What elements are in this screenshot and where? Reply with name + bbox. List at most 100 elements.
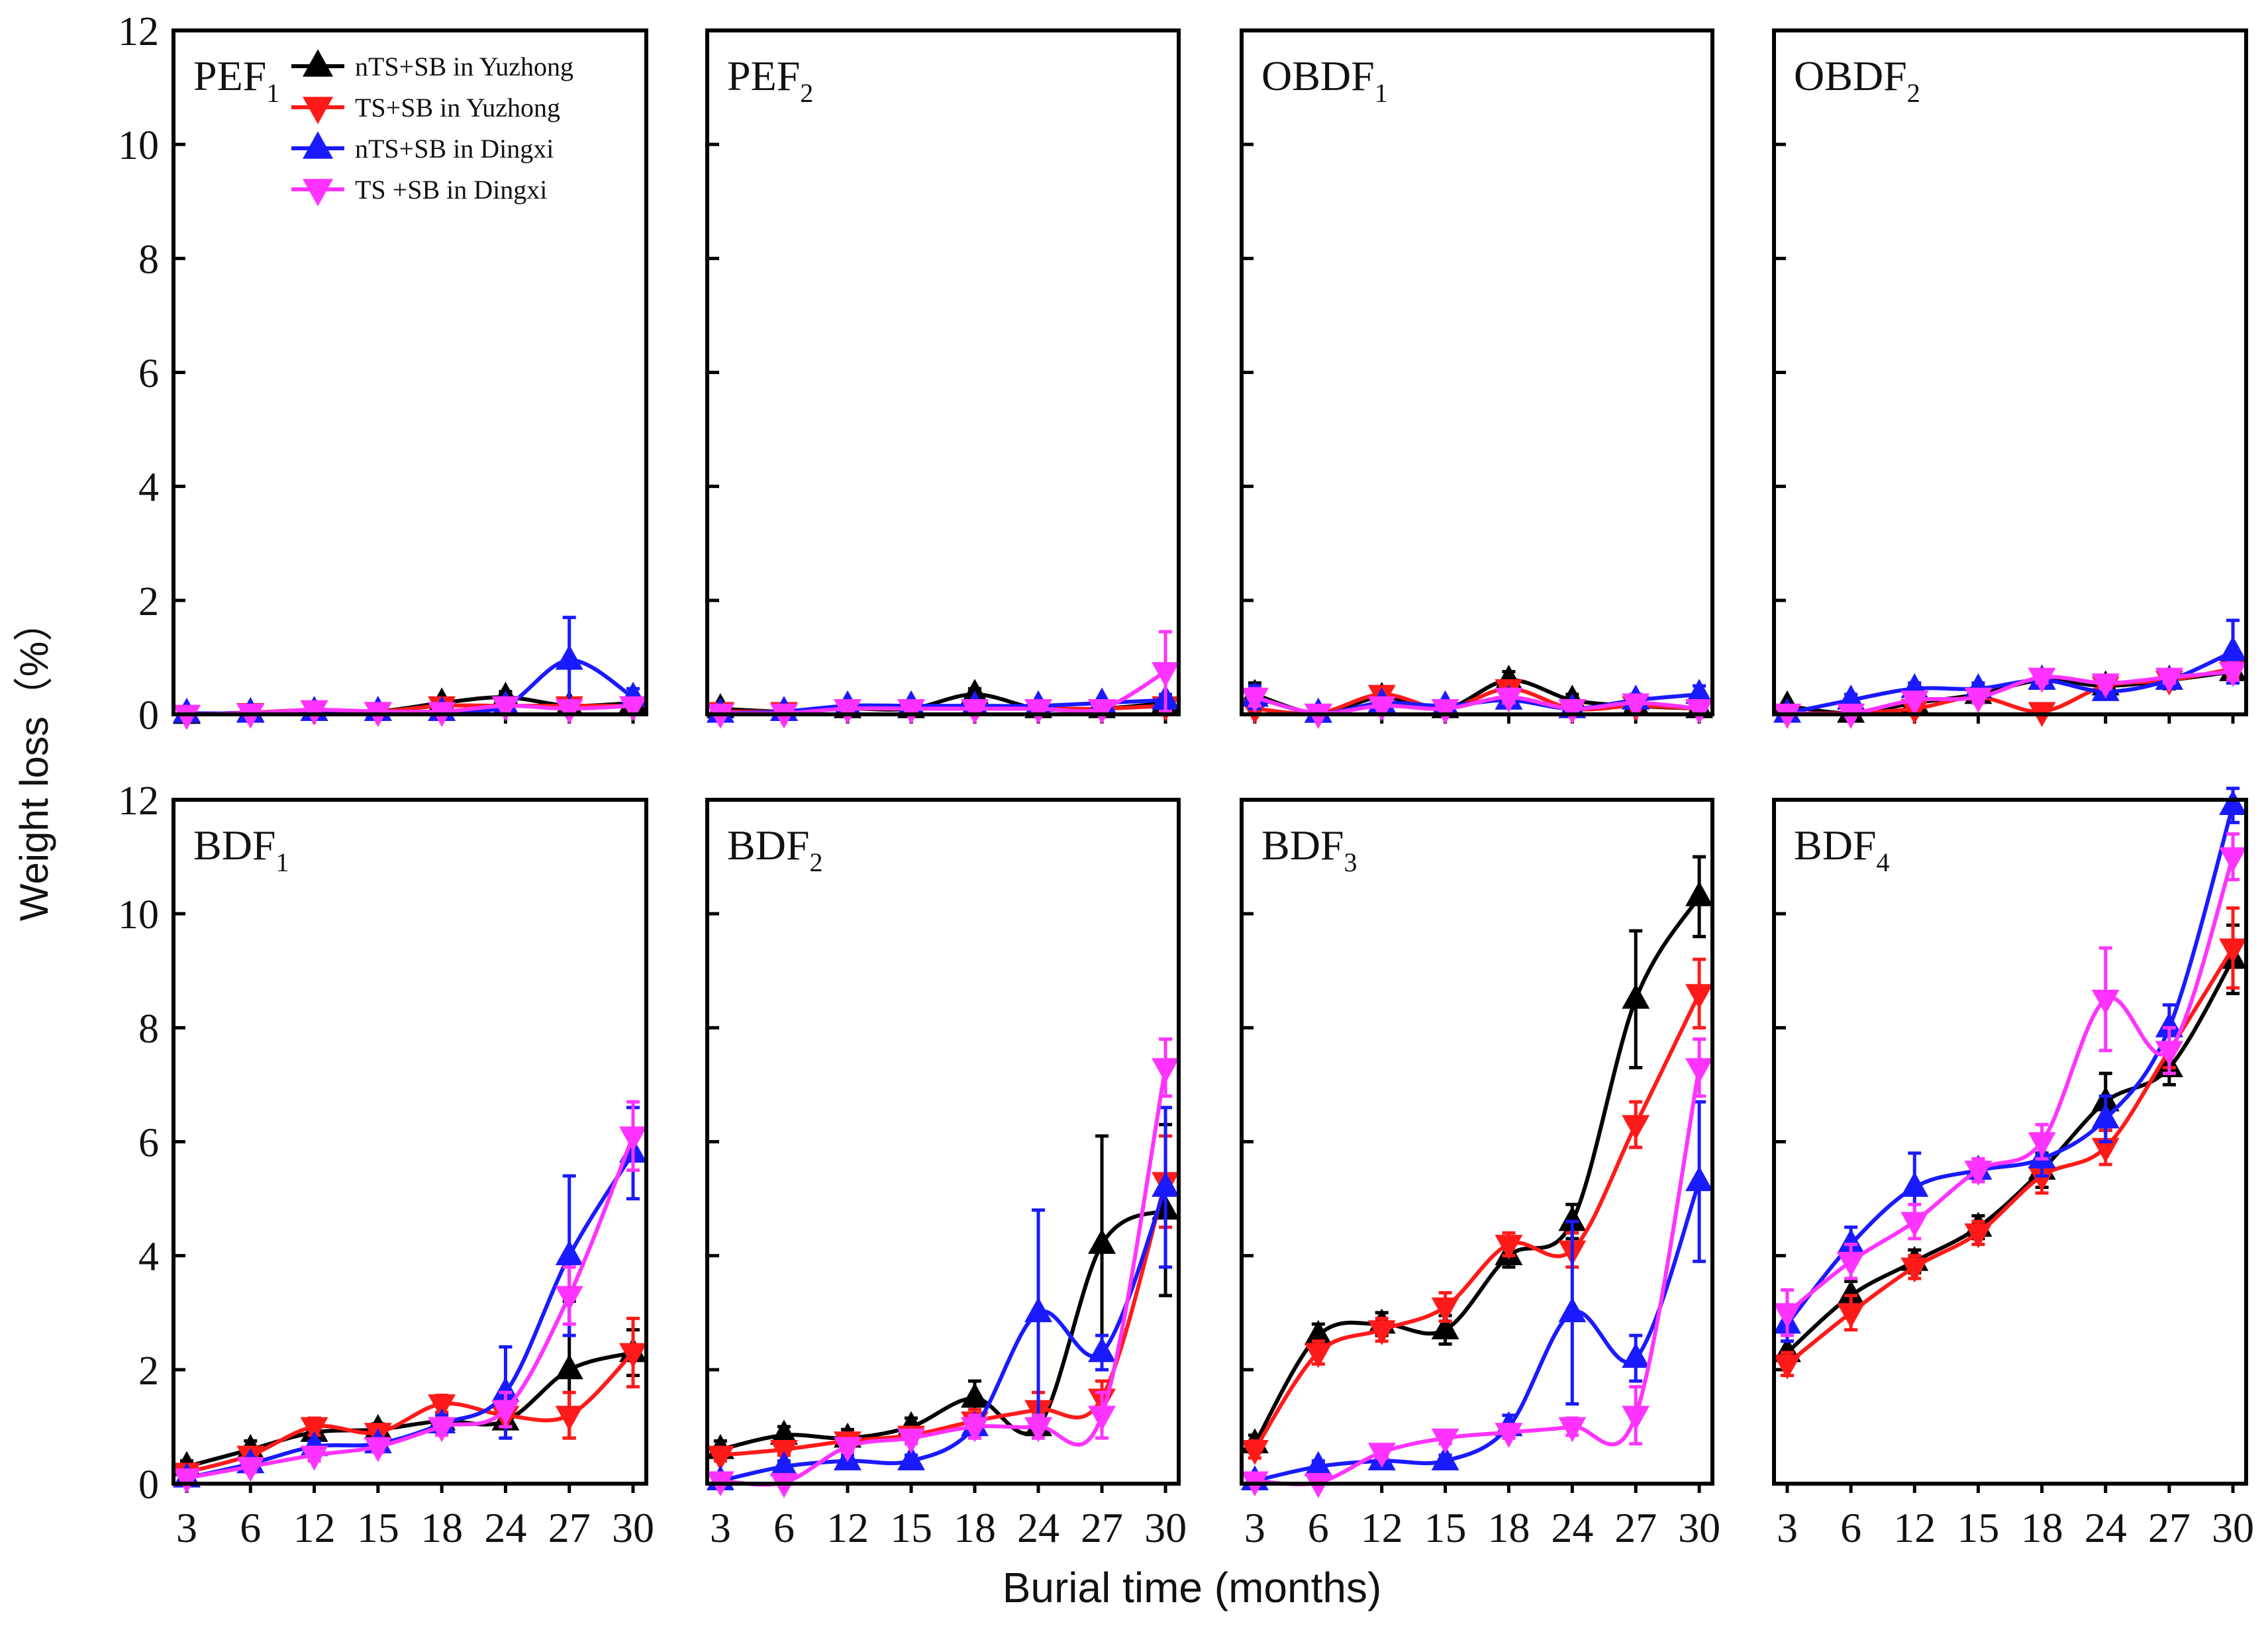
panel-bdf2: 3 6 12 15 18 24 27 30 BDF2 [705, 798, 1187, 1551]
data-point [2028, 1166, 2056, 1192]
data-point [172, 704, 201, 730]
series-line [720, 1067, 1168, 1487]
data-point [1837, 685, 1865, 710]
y-tick-label: 4 [138, 1235, 159, 1280]
legend-marker [303, 131, 333, 159]
data-point [491, 1400, 520, 1425]
x-tick-label: 6 [1308, 1504, 1329, 1551]
x-tick-label: 12 [1361, 1504, 1403, 1551]
data-point [1367, 696, 1396, 722]
x-tick-label: 30 [1144, 1504, 1187, 1551]
data-point [2219, 636, 2247, 661]
data-point [1685, 1166, 1714, 1192]
data-point [1558, 699, 1587, 724]
data-point [769, 1419, 798, 1445]
y-tick-label: 4 [138, 465, 159, 510]
legend-marker [303, 179, 333, 207]
y-tick-label: 10 [118, 123, 159, 168]
data-point [172, 1468, 201, 1494]
data-point [555, 1354, 583, 1380]
y-tick-label: 6 [138, 352, 159, 397]
y-tick-label: 2 [138, 579, 159, 624]
panel-frame [705, 798, 1181, 1486]
data-point [961, 1382, 989, 1408]
x-tick-label: 15 [1424, 1504, 1467, 1551]
legend-marker [303, 97, 333, 124]
y-tick-label: 10 [118, 892, 159, 937]
data-point [364, 1437, 392, 1462]
panel-title: PEF2 [727, 52, 813, 108]
data-point [961, 699, 989, 724]
x-tick-label: 18 [2021, 1504, 2063, 1551]
panel-title: PEF1 [193, 52, 279, 108]
panel-obdf2: OBDF2 [1772, 28, 2248, 729]
data-point [2028, 667, 2056, 693]
x-tick-label: 6 [240, 1504, 261, 1551]
data-point [1837, 1303, 1865, 1329]
data-point [1304, 1451, 1332, 1476]
data-point [300, 1417, 328, 1443]
panel-frame [1240, 798, 1714, 1486]
legend-label: nTS+SB in Yuzhong [355, 52, 573, 81]
panel-title: OBDF1 [1261, 52, 1388, 108]
panel-frame [172, 798, 648, 1486]
data-point [555, 1406, 583, 1431]
x-tick-label: 27 [548, 1504, 591, 1551]
data-point [1837, 1280, 1865, 1306]
data-point [1240, 1439, 1269, 1465]
x-tick-label: 12 [1893, 1504, 1936, 1551]
x-tick-label: 3 [1244, 1504, 1265, 1551]
panel-frame [172, 28, 648, 716]
panel-pef2: PEF2 [705, 28, 1181, 729]
data-point [1964, 687, 1993, 713]
data-point [619, 1343, 648, 1368]
data-point [1495, 687, 1523, 713]
x-tick-label: 27 [1614, 1504, 1657, 1551]
panel-title: BDF3 [1261, 822, 1357, 877]
data-point [2091, 1103, 2120, 1129]
data-point [1495, 1235, 1523, 1260]
data-point [1431, 1314, 1459, 1339]
panel-frame [1772, 28, 2248, 716]
data-point [1622, 1115, 1650, 1141]
data-point [2219, 938, 2247, 964]
x-tick-label: 18 [420, 1504, 463, 1551]
data-point [1900, 1212, 1929, 1237]
data-point [1088, 1229, 1116, 1254]
data-point [1558, 1417, 1587, 1443]
data-point [1240, 687, 1269, 713]
data-point [619, 696, 648, 722]
data-point [491, 1376, 520, 1402]
x-tick-label: 3 [710, 1504, 731, 1551]
data-point [1964, 1161, 1993, 1186]
data-point [1622, 1406, 1650, 1431]
data-point [897, 1428, 925, 1454]
data-point [2219, 847, 2247, 873]
y-tick-label: 6 [138, 1121, 159, 1166]
data-point [2155, 1041, 2183, 1067]
x-tick-label: 15 [1957, 1504, 1999, 1551]
x-tick-label: 6 [773, 1504, 795, 1551]
data-point [769, 1451, 798, 1476]
data-point [897, 1445, 925, 1470]
data-point [300, 1445, 328, 1471]
legend-marker [303, 49, 333, 77]
x-tick-label: 6 [1840, 1504, 1861, 1551]
data-point [833, 1437, 862, 1462]
data-point [2091, 1137, 2120, 1163]
data-point [1773, 1354, 1801, 1380]
data-point [2155, 667, 2183, 693]
data-point [1024, 1417, 1053, 1443]
y-tick-label: 2 [138, 1349, 159, 1394]
data-point [2219, 790, 2247, 815]
panel-bdf4: 3 6 12 15 18 24 27 30 BDF4 [1772, 787, 2254, 1551]
data-point [1685, 984, 1714, 1010]
data-point [1685, 881, 1714, 906]
panel-frame [1240, 28, 1714, 716]
data-point [1558, 1206, 1587, 1231]
data-point [1495, 1423, 1523, 1448]
data-point [1773, 1303, 1801, 1329]
